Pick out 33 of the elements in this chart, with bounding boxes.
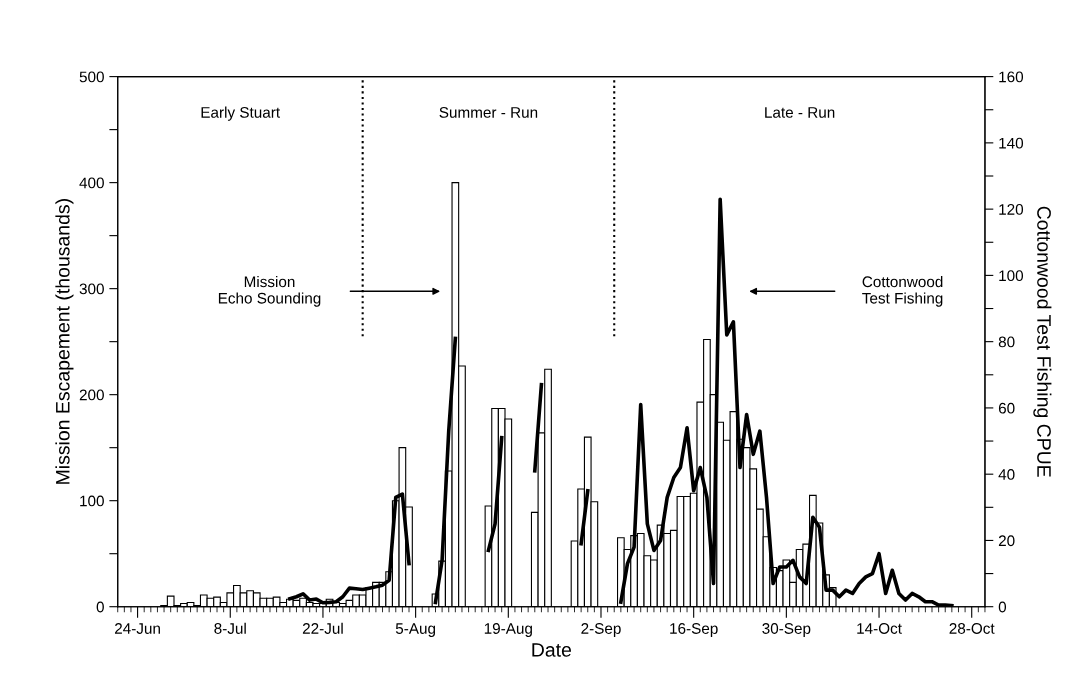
x-tick-label: 14-Oct <box>857 623 902 634</box>
x-tick-label: 16-Sep <box>670 623 718 637</box>
x-tick-label: 28-Oct <box>949 623 995 634</box>
y-tick-label: 100 <box>80 495 104 507</box>
y-tick-label: 0 <box>96 601 104 613</box>
annotation: Early Stuart <box>201 106 280 121</box>
y2-tick-label: 120 <box>999 204 1024 215</box>
y2-tick-label: 60 <box>998 402 1015 414</box>
y2-tick-label: 80 <box>998 336 1015 348</box>
y2-axis-title: Cottonwood Test Fishing CPUE <box>1033 206 1052 477</box>
y2-tick-label: 0 <box>998 601 1007 613</box>
annotation: Late - Run <box>765 107 835 118</box>
y2-tick-label: 140 <box>999 137 1024 149</box>
y-tick-label: 200 <box>79 389 104 401</box>
x-tick-label: 24-Jun <box>114 623 160 634</box>
y-tick-label: 500 <box>79 71 104 83</box>
x-tick-label: 30-Sep <box>762 623 811 637</box>
x-tick-label: 8-Jul <box>214 622 246 634</box>
x-tick-label: 19-Aug <box>484 623 532 637</box>
x-tick-label: 5-Aug <box>395 623 436 637</box>
annotation: Mission Echo Sounding <box>218 275 321 307</box>
y2-tick-label: 40 <box>998 469 1015 480</box>
annotation: Summer - Run <box>439 107 538 118</box>
y-tick-label: 300 <box>79 283 104 295</box>
x-tick-label: 22-Jul <box>302 622 343 634</box>
y2-tick-label: 100 <box>999 270 1024 282</box>
y-tick-label: 400 <box>79 177 104 189</box>
x-tick-label: 2-Sep <box>581 623 621 637</box>
x-axis-title: Date <box>532 643 572 657</box>
y2-tick-label: 160 <box>999 71 1024 83</box>
y-axis-title: Mission Escapement (thousands) <box>55 199 74 484</box>
y2-tick-label: 20 <box>998 535 1015 547</box>
annotation: Cottonwood Test Fishing <box>862 275 943 307</box>
